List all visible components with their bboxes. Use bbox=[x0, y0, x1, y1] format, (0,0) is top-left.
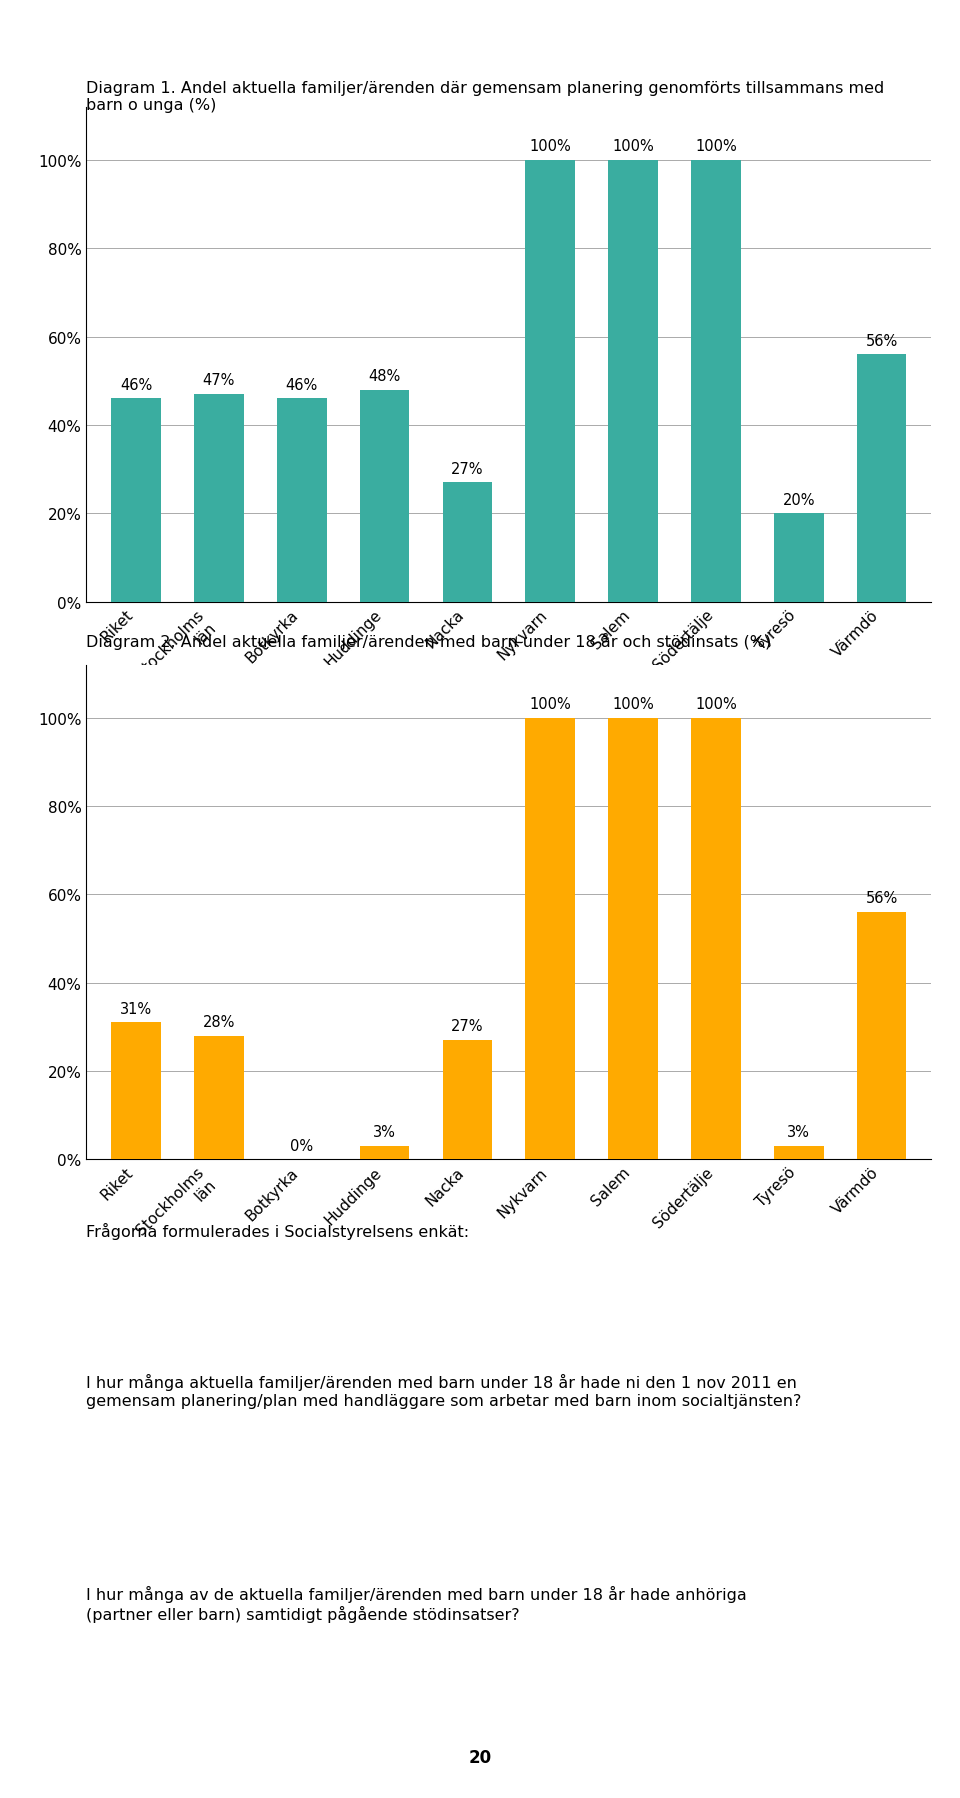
Bar bbox=[774, 514, 824, 602]
Bar bbox=[194, 1036, 244, 1160]
Text: 20%: 20% bbox=[782, 493, 815, 507]
Text: Diagram 2. Andel aktuella familjer/ärenden med barn under 18 år och stödinsats (: Diagram 2. Andel aktuella familjer/ärend… bbox=[86, 633, 772, 649]
Text: 20: 20 bbox=[468, 1748, 492, 1766]
Bar bbox=[525, 160, 575, 602]
Text: 47%: 47% bbox=[203, 374, 235, 388]
Bar bbox=[111, 399, 161, 602]
Bar bbox=[609, 160, 658, 602]
Bar bbox=[774, 1147, 824, 1160]
Bar bbox=[360, 390, 409, 602]
Text: 0%: 0% bbox=[290, 1138, 313, 1153]
Text: Diagram 1. Andel aktuella familjer/ärenden där gemensam planering genomförts til: Diagram 1. Andel aktuella familjer/ärend… bbox=[86, 81, 885, 113]
Text: 27%: 27% bbox=[451, 1019, 484, 1034]
Text: 3%: 3% bbox=[373, 1126, 396, 1140]
Text: 3%: 3% bbox=[787, 1126, 810, 1140]
Text: 28%: 28% bbox=[203, 1014, 235, 1030]
Text: 100%: 100% bbox=[695, 138, 736, 155]
Bar bbox=[691, 717, 741, 1160]
Bar bbox=[856, 356, 906, 602]
Text: 100%: 100% bbox=[695, 696, 736, 712]
Text: 31%: 31% bbox=[120, 1001, 152, 1016]
Bar bbox=[691, 160, 741, 602]
Text: 56%: 56% bbox=[865, 890, 898, 906]
Text: 100%: 100% bbox=[529, 696, 571, 712]
Text: 46%: 46% bbox=[120, 378, 153, 392]
Bar bbox=[443, 1041, 492, 1160]
Text: 100%: 100% bbox=[529, 138, 571, 155]
Text: 46%: 46% bbox=[286, 378, 318, 392]
Text: Frågorna formulerades i Socialstyrelsens enkät:: Frågorna formulerades i Socialstyrelsens… bbox=[86, 1223, 469, 1239]
Text: 48%: 48% bbox=[369, 369, 400, 383]
Text: 27%: 27% bbox=[451, 462, 484, 476]
Text: 56%: 56% bbox=[865, 333, 898, 349]
Bar bbox=[360, 1147, 409, 1160]
Bar bbox=[609, 717, 658, 1160]
Bar bbox=[276, 399, 326, 602]
Bar bbox=[111, 1023, 161, 1160]
Bar bbox=[194, 396, 244, 602]
Text: 100%: 100% bbox=[612, 696, 654, 712]
Bar bbox=[525, 717, 575, 1160]
Text: I hur många aktuella familjer/ärenden med barn under 18 år hade ni den 1 nov 201: I hur många aktuella familjer/ärenden me… bbox=[86, 1374, 802, 1408]
Bar bbox=[443, 484, 492, 602]
Bar bbox=[856, 913, 906, 1160]
Text: I hur många av de aktuella familjer/ärenden med barn under 18 år hade anhöriga
(: I hur många av de aktuella familjer/ären… bbox=[86, 1586, 747, 1622]
Text: 100%: 100% bbox=[612, 138, 654, 155]
